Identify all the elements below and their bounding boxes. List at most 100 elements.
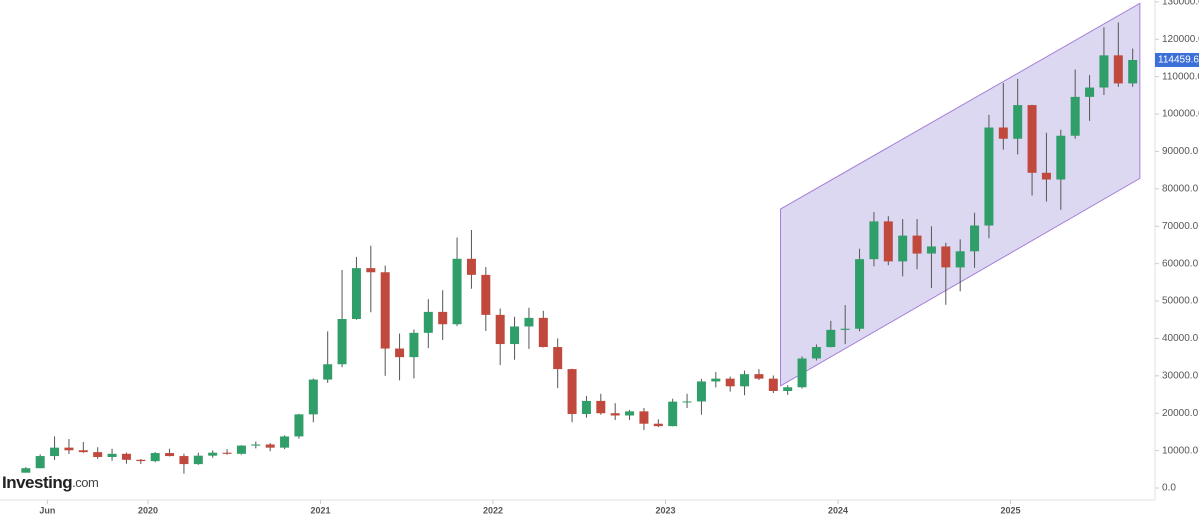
candle-body: [869, 221, 879, 260]
candle-body: [1013, 105, 1023, 139]
last-price-box: [1155, 52, 1199, 67]
candle-body: [107, 453, 117, 457]
candle-body: [1070, 96, 1080, 136]
candle-body: [653, 423, 663, 427]
candle-body: [610, 413, 620, 416]
y-tick-label: 90000.0: [1162, 146, 1199, 157]
x-tick-label: 2022: [483, 505, 503, 515]
candle-body: [912, 235, 922, 254]
y-tick-label: 100000.0: [1162, 109, 1199, 120]
candle-body: [222, 452, 232, 454]
candle-body: [236, 445, 246, 454]
candle-body: [481, 274, 491, 315]
candle-body: [21, 468, 31, 473]
y-tick-label: 30000.0: [1162, 370, 1199, 381]
candle-body: [280, 436, 290, 448]
candle-body: [323, 364, 333, 380]
candle-body: [1085, 87, 1095, 97]
candle-body: [423, 311, 433, 333]
candle-body: [998, 127, 1008, 139]
candle-body: [208, 452, 218, 456]
candle-body: [251, 444, 261, 446]
candle-body: [495, 314, 505, 345]
logo-suffix: .com: [72, 475, 98, 490]
candle-body: [1056, 135, 1066, 180]
y-tick-label: 80000.0: [1162, 183, 1199, 194]
candle-body: [466, 258, 476, 275]
candle-body: [294, 414, 304, 437]
candle-body: [898, 235, 908, 262]
candle-body: [1099, 55, 1109, 88]
last-price-label: 114459.6: [1158, 55, 1199, 66]
channel: [780, 2, 1141, 387]
candle-body: [121, 453, 131, 460]
candle-body: [883, 221, 893, 262]
candle-body: [78, 450, 88, 453]
candle-body: [668, 401, 678, 427]
y-tick-label: 130000.0: [1162, 0, 1199, 8]
candle-body: [740, 374, 750, 387]
candle-body: [395, 348, 405, 358]
candle-body: [567, 369, 577, 414]
candle-body: [64, 447, 74, 451]
candle-body: [308, 379, 318, 415]
candle-body: [50, 447, 60, 457]
y-tick-label: 50000.0: [1162, 296, 1199, 307]
candle-body: [639, 411, 649, 424]
candle-body: [553, 347, 563, 370]
candle-body: [768, 378, 778, 391]
candle-body: [438, 311, 448, 325]
candle-body: [711, 378, 721, 382]
candle-body: [926, 246, 936, 254]
candle-body: [35, 456, 45, 469]
candle-body: [596, 400, 606, 414]
candle-body: [538, 317, 548, 348]
candle-body: [682, 401, 692, 403]
candle-body: [1128, 59, 1138, 84]
x-tick-label: 2024: [828, 505, 848, 515]
candle-body: [179, 456, 189, 465]
candle-body: [1027, 105, 1037, 173]
candle-body: [366, 268, 376, 273]
candle-body: [193, 455, 203, 465]
candle-body: [581, 400, 591, 414]
candle-body: [811, 347, 821, 359]
candle-body: [826, 329, 836, 348]
candle-body: [1113, 55, 1123, 84]
x-tick-label: 2021: [310, 505, 330, 515]
candle-body: [955, 251, 965, 268]
y-tick-label: 120000.0: [1162, 34, 1199, 45]
candle-body: [337, 318, 347, 365]
candle-body: [136, 459, 146, 462]
candle-body: [93, 452, 103, 457]
candle-body: [783, 387, 793, 391]
candle-body: [524, 317, 534, 327]
logo: Investing.com: [2, 473, 98, 492]
candle-body: [510, 326, 520, 345]
y-tick-label: 40000.0: [1162, 333, 1199, 344]
y-tick-label: 60000.0: [1162, 258, 1199, 269]
candle-body: [351, 268, 361, 319]
candle-body: [265, 444, 275, 448]
candle-body: [754, 374, 764, 379]
y-tick-label: 10000.0: [1162, 445, 1199, 456]
x-tick-label: 2020: [138, 505, 158, 515]
candle-body: [150, 453, 160, 462]
y-tick-label: 0.0: [1162, 483, 1176, 494]
candle-body: [725, 378, 735, 387]
candle-body: [984, 127, 994, 226]
plot-area: [21, 2, 1141, 474]
x-tick-label: Jun: [39, 505, 55, 515]
candle-body: [1041, 172, 1051, 180]
logo-brand: Investing: [2, 473, 72, 492]
candle-body: [625, 411, 635, 416]
y-tick-label: 110000.0: [1162, 71, 1199, 82]
y-tick-label: 70000.0: [1162, 221, 1199, 232]
candle-body: [941, 246, 951, 268]
candle-body: [797, 358, 807, 388]
candle-body: [452, 258, 462, 325]
candle-body: [696, 381, 706, 402]
candle-body: [970, 225, 980, 252]
candle-body: [409, 332, 419, 358]
